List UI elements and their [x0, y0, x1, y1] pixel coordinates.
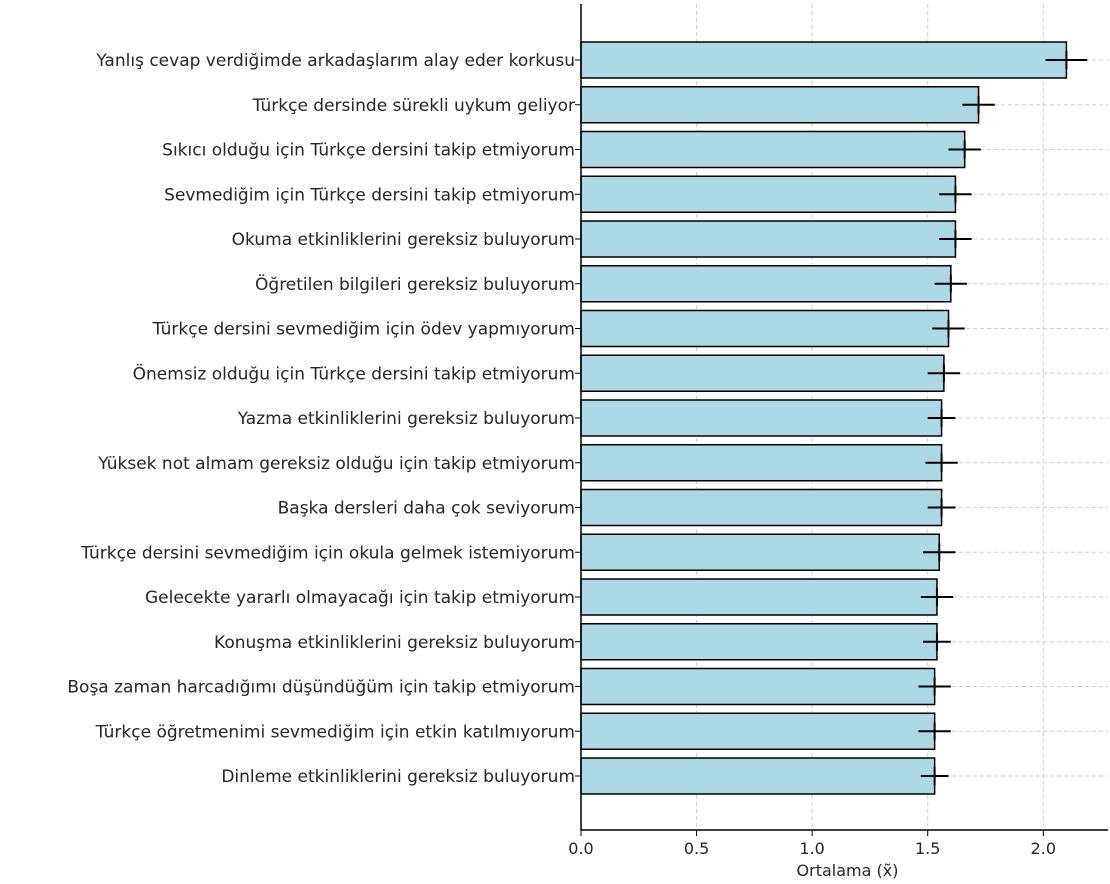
category-label: Yanlış cevap verdiğimde arkadaşlarım ala…	[95, 51, 575, 71]
category-label: Dinleme etkinliklerini gereksiz buluyoru…	[221, 767, 575, 787]
error-bars	[918, 51, 1088, 785]
category-label: Türkçe öğretmenimi sevmediğim için etkin…	[95, 722, 575, 742]
bar	[580, 265, 952, 303]
bar	[580, 399, 943, 437]
category-label: Boşa zaman harcadığımı düşündüğüm için t…	[67, 678, 575, 698]
category-label: Yüksek not almam gereksiz olduğu için ta…	[97, 454, 575, 474]
bar	[580, 578, 938, 616]
category-label: Konuşma etkinliklerini gereksiz buluyoru…	[214, 633, 575, 653]
bar	[580, 623, 938, 661]
category-label: Gelecekte yararlı olmayacağı için takip …	[145, 588, 575, 608]
bar	[580, 533, 941, 571]
category-label: Başka dersleri daha çok seviyorum	[278, 499, 575, 519]
bar	[580, 41, 1068, 79]
category-label: Öğretilen bilgileri gereksiz buluyorum	[255, 273, 575, 295]
x-tick-label: 0.0	[568, 839, 593, 858]
bar	[580, 757, 936, 795]
x-tick-label: 0.5	[684, 839, 709, 858]
bar	[580, 220, 957, 258]
category-label: Türkçe dersini sevmediğim için ödev yapm…	[152, 320, 575, 340]
bar	[580, 309, 950, 348]
bar	[580, 175, 957, 213]
category-label: Sevmediğim için Türkçe dersini takip etm…	[164, 185, 575, 205]
bars	[580, 41, 1068, 795]
bar	[580, 444, 943, 482]
x-axis-label: Ortalama (x̃)	[797, 861, 899, 880]
category-label: Yazma etkinliklerini gereksiz buluyorum	[237, 409, 575, 429]
category-label: Sıkıcı olduğu için Türkçe dersini takip …	[162, 141, 575, 161]
bar	[580, 667, 936, 706]
bar	[580, 354, 945, 392]
bar	[580, 130, 966, 169]
bar	[580, 712, 936, 750]
x-tick-labels: 0.0 0.5 1.0 1.5 2.0	[568, 830, 1056, 858]
x-tick-label: 2.0	[1031, 839, 1056, 858]
bar	[580, 86, 980, 124]
category-labels: Yanlış cevap verdiğimde arkadaşlarım ala…	[67, 51, 581, 787]
x-tick-label: 1.5	[915, 839, 940, 858]
category-label: Türkçe dersinde sürekli uykum geliyor	[251, 96, 575, 116]
x-tick-label: 1.0	[799, 839, 824, 858]
category-label: Önemsiz olduğu için Türkçe dersini takip…	[133, 362, 575, 384]
category-label: Türkçe dersini sevmediğim için okula gel…	[80, 543, 575, 563]
bar	[580, 488, 943, 527]
axes	[580, 4, 1108, 831]
category-label: Okuma etkinliklerini gereksiz buluyorum	[232, 230, 575, 250]
